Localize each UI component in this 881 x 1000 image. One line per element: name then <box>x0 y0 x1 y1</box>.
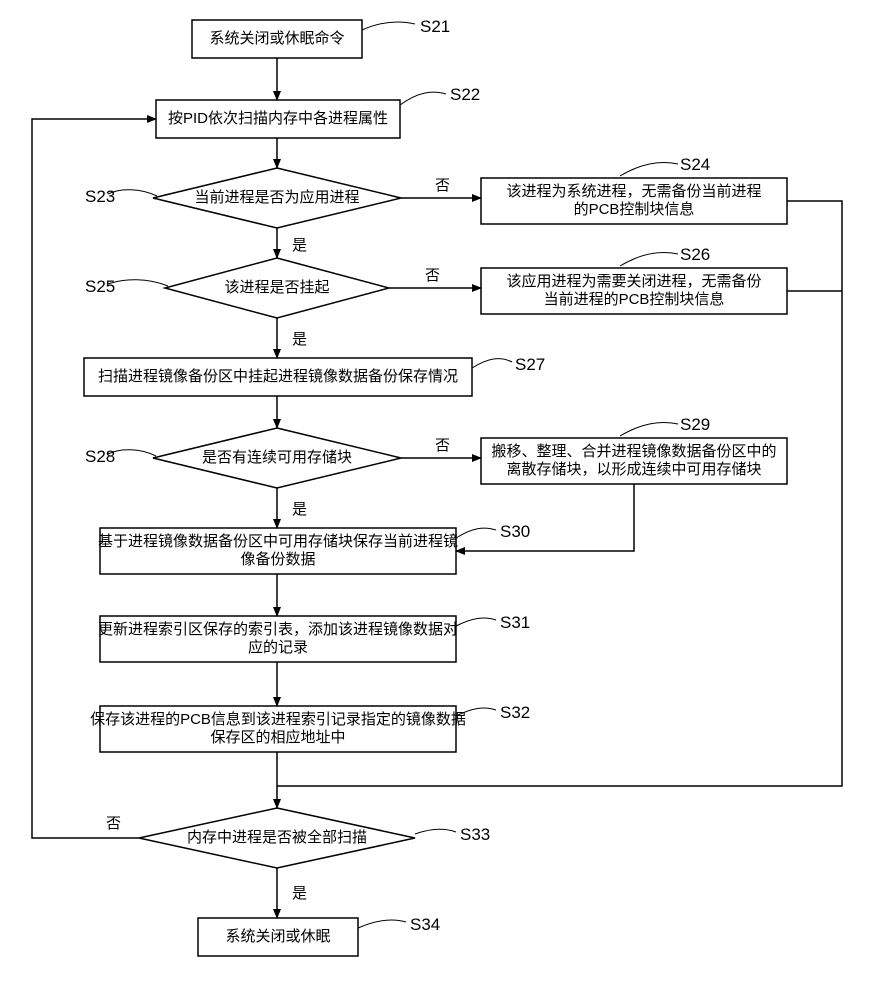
node-s34: 系统关闭或休眠 <box>198 918 358 956</box>
svg-text:搬移、整理、合并进程镜像数据备份区中的: 搬移、整理、合并进程镜像数据备份区中的 <box>491 442 776 460</box>
lbl-s26 <box>620 253 678 267</box>
svg-text:离散存储块，以形成连续中可用存储块: 离散存储块，以形成连续中可用存储块 <box>506 461 761 478</box>
node-s30: 基于进程镜像数据备份区中可用存储块保存当前进程镜像备份数据 <box>98 528 458 574</box>
svg-text:像备份数据: 像备份数据 <box>240 551 315 568</box>
step-label-s34: S34 <box>410 915 440 934</box>
e-s23-s25-label: 是 <box>292 237 307 254</box>
lbl-s25 <box>108 280 168 286</box>
step-label-s22: S22 <box>450 85 480 104</box>
lbl-s30 <box>456 528 496 538</box>
svg-text:基于进程镜像数据备份区中可用存储块保存当前进程镜: 基于进程镜像数据备份区中可用存储块保存当前进程镜 <box>98 532 458 550</box>
lbl-s27 <box>472 359 512 368</box>
svg-text:是否有连续可用存储块: 是否有连续可用存储块 <box>202 449 352 466</box>
step-label-s23: S23 <box>85 187 115 206</box>
node-s25: 该进程是否挂起 <box>165 258 389 318</box>
step-label-s30: S30 <box>500 522 530 541</box>
lbl-s21 <box>362 22 415 30</box>
e-s29-s30 <box>456 484 634 551</box>
step-label-s21: S21 <box>420 17 450 36</box>
node-s22: 按PID依次扫描内存中各进程属性 <box>156 100 400 138</box>
lbl-s31 <box>456 618 496 626</box>
svg-text:系统关闭或休眠: 系统关闭或休眠 <box>225 928 330 945</box>
step-label-s24: S24 <box>680 155 710 174</box>
svg-text:该进程为系统进程，无需备份当前进程: 该进程为系统进程，无需备份当前进程 <box>506 183 761 200</box>
node-s33: 内存中进程是否被全部扫描 <box>139 808 415 868</box>
step-label-s26: S26 <box>680 245 710 264</box>
svg-text:按PID依次扫描内存中各进程属性: 按PID依次扫描内存中各进程属性 <box>168 110 388 127</box>
svg-text:的PCB控制块信息: 的PCB控制块信息 <box>574 201 695 218</box>
e-s25-s27-label: 是 <box>292 331 307 348</box>
step-label-s31: S31 <box>500 613 530 632</box>
lbl-s29 <box>620 423 678 437</box>
svg-text:内存中进程是否被全部扫描: 内存中进程是否被全部扫描 <box>187 828 367 846</box>
node-s32: 保存该进程的PCB信息到该进程索引记录指定的镜像数据保存区的相应地址中 <box>90 706 466 752</box>
e-s23-s24-label: 否 <box>435 177 450 194</box>
e-s28-s29-label: 否 <box>435 437 450 454</box>
node-s27: 扫描进程镜像备份区中挂起进程镜像数据备份保存情况 <box>84 358 472 396</box>
step-label-s33: S33 <box>460 825 490 844</box>
svg-text:保存区的相应地址中: 保存区的相应地址中 <box>210 728 345 746</box>
svg-text:保存该进程的PCB信息到该进程索引记录指定的镜像数据: 保存该进程的PCB信息到该进程索引记录指定的镜像数据 <box>90 710 466 728</box>
svg-text:扫描进程镜像备份区中挂起进程镜像数据备份保存情况: 扫描进程镜像备份区中挂起进程镜像数据备份保存情况 <box>98 367 458 385</box>
svg-text:该应用进程为需要关闭进程，无需备份: 该应用进程为需要关闭进程，无需备份 <box>506 272 761 290</box>
step-label-s25: S25 <box>85 277 115 296</box>
step-label-s27: S27 <box>515 355 545 374</box>
e-s33-loop-label: 否 <box>106 815 121 832</box>
svg-text:当前进程是否为应用进程: 当前进程是否为应用进程 <box>194 188 359 206</box>
node-s28: 是否有连续可用存储块 <box>153 428 401 488</box>
svg-text:当前进程的PCB控制块信息: 当前进程的PCB控制块信息 <box>544 291 725 308</box>
step-label-s29: S29 <box>680 415 710 434</box>
e-s33-loop <box>32 119 156 838</box>
step-label-s32: S32 <box>500 703 530 722</box>
node-s31: 更新进程索引区保存的索引表，添加该进程镜像数据对应的记录 <box>98 616 458 662</box>
node-s21: 系统关闭或休眠命令 <box>192 20 362 58</box>
svg-text:系统关闭或休眠命令: 系统关闭或休眠命令 <box>209 29 344 47</box>
node-s26: 该应用进程为需要关闭进程，无需备份当前进程的PCB控制块信息 <box>481 268 787 314</box>
e-s28-s30-label: 是 <box>292 501 307 518</box>
lbl-s33 <box>415 829 456 834</box>
e-s33-s34-label: 是 <box>292 885 307 902</box>
svg-text:应的记录: 应的记录 <box>248 638 308 656</box>
e-s25-s26-label: 否 <box>425 267 440 284</box>
step-label-s28: S28 <box>85 447 115 466</box>
lbl-s23 <box>108 190 157 196</box>
node-s23: 当前进程是否为应用进程 <box>153 168 401 228</box>
lbl-s34 <box>358 920 406 928</box>
svg-text:更新进程索引区保存的索引表，添加该进程镜像数据对: 更新进程索引区保存的索引表，添加该进程镜像数据对 <box>98 620 458 638</box>
svg-text:该进程是否挂起: 该进程是否挂起 <box>224 279 329 296</box>
node-s29: 搬移、整理、合并进程镜像数据备份区中的离散存储块，以形成连续中可用存储块 <box>481 438 787 484</box>
node-s24: 该进程为系统进程，无需备份当前进程的PCB控制块信息 <box>481 178 787 224</box>
flowchart-diagram: 是否是否是否是否 系统关闭或休眠命令按PID依次扫描内存中各进程属性当前进程是否… <box>0 0 881 1000</box>
lbl-s22 <box>400 92 446 105</box>
lbl-s24 <box>620 163 678 177</box>
